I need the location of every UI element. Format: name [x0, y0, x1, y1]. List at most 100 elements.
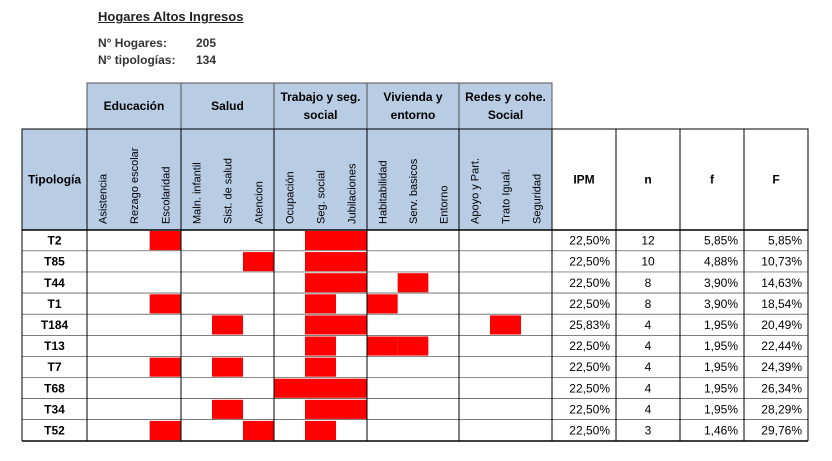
- F-value: 26,34%: [761, 381, 802, 395]
- f-value: 1,95%: [704, 402, 738, 416]
- typologies-count: N° tipologías: 134: [98, 53, 216, 67]
- table-row: [22, 419, 808, 441]
- deprivation-mark: [212, 399, 243, 419]
- deprivation-mark: [336, 315, 367, 335]
- n-value: 4: [645, 402, 652, 416]
- indicator-label: Serv. basicos: [408, 158, 420, 224]
- F-value: 5,85%: [768, 234, 802, 248]
- deprivation-mark: [490, 315, 521, 335]
- sub-header-cell: [366, 128, 460, 231]
- f-value: 1,46%: [704, 423, 738, 437]
- page-title: Hogares Altos Ingresos: [98, 9, 244, 24]
- table-row: [22, 251, 808, 273]
- n-value: 4: [645, 318, 652, 332]
- deprivation-mark: [305, 315, 336, 335]
- ipm-value: 22,50%: [569, 423, 610, 437]
- F-value: 24,39%: [761, 360, 802, 374]
- deprivation-mark: [336, 231, 367, 251]
- row-label: T44: [44, 276, 65, 290]
- ipm-value: 22,50%: [569, 360, 610, 374]
- deprivation-mark: [305, 420, 336, 440]
- row-label: T1: [47, 297, 61, 311]
- F-value: 14,63%: [761, 276, 802, 290]
- indicator-label: Ocupación: [285, 171, 297, 224]
- stat-header-label: f: [710, 173, 715, 187]
- group-header-cell: [458, 82, 553, 130]
- f-value: 1,95%: [704, 381, 738, 395]
- n-value: 8: [645, 297, 652, 311]
- group-header-label: Salud: [211, 99, 244, 113]
- group-header-label: Vivienda y: [383, 90, 442, 104]
- indicator-label: Escolaridad: [160, 167, 172, 224]
- ipm-value: 22,50%: [569, 234, 610, 248]
- deprivation-mark: [305, 357, 336, 377]
- F-value: 28,29%: [761, 402, 802, 416]
- F-value: 29,76%: [761, 423, 802, 437]
- F-value: 18,54%: [761, 297, 802, 311]
- group-header-label: Educación: [104, 99, 165, 113]
- stat-header-label: F: [772, 173, 779, 187]
- row-label: T68: [44, 381, 65, 395]
- group-header-cell: [273, 82, 368, 130]
- households-label: N° Hogares:: [98, 36, 167, 50]
- indicator-label: Apoyo y Part.: [470, 158, 482, 224]
- indicator-label: Seguridad: [532, 174, 544, 224]
- sub-header-cell: [180, 128, 275, 231]
- group-header-label: social: [303, 108, 337, 122]
- row-label: T34: [44, 402, 65, 416]
- group-header-label: Trabajo y seg.: [280, 90, 360, 104]
- sub-header-cell: [273, 128, 368, 231]
- deprivation-mark: [305, 231, 336, 251]
- deprivation-mark: [336, 378, 367, 398]
- table-row: [22, 356, 808, 378]
- deprivation-mark: [149, 294, 181, 314]
- f-value: 4,88%: [704, 255, 738, 269]
- indicator-label: Sist. de salud: [223, 158, 235, 224]
- deprivation-mark: [305, 294, 336, 314]
- deprivation-mark: [367, 294, 398, 314]
- deprivation-mark: [243, 252, 274, 272]
- table-row: [22, 377, 808, 399]
- indicator-label: Atencion: [254, 181, 266, 224]
- group-header-label: entorno: [391, 108, 436, 122]
- deprivation-mark: [397, 273, 429, 293]
- typologies-label: N° tipologías:: [98, 53, 176, 67]
- group-header-cell: [180, 82, 275, 130]
- ipm-value: 25,83%: [569, 318, 610, 332]
- n-value: 12: [641, 234, 655, 248]
- row-label: T184: [41, 318, 69, 332]
- f-value: 1,95%: [704, 339, 738, 353]
- deprivation-mark: [305, 273, 336, 293]
- indicator-label: Entorno: [439, 185, 451, 224]
- indicator-label: Rezago escolar: [129, 147, 141, 224]
- f-value: 5,85%: [704, 234, 738, 248]
- n-value: 3: [645, 423, 652, 437]
- n-value: 10: [641, 255, 655, 269]
- deprivation-mark: [243, 420, 274, 440]
- ipm-value: 22,50%: [569, 339, 610, 353]
- deprivation-mark: [149, 357, 181, 377]
- deprivation-mark: [367, 336, 398, 356]
- table-row: [22, 314, 808, 336]
- n-value: 8: [645, 276, 652, 290]
- deprivation-mark: [305, 252, 336, 272]
- row-label: T2: [47, 234, 61, 248]
- deprivation-mark: [149, 231, 181, 251]
- table-row: [22, 293, 808, 315]
- stat-header-label: n: [644, 173, 651, 187]
- deprivation-mark: [305, 378, 336, 398]
- f-value: 1,95%: [704, 360, 738, 374]
- deprivation-mark: [336, 273, 367, 293]
- indicator-label: Maln. infantil: [192, 162, 204, 224]
- stat-header-label: IPM: [573, 173, 594, 187]
- deprivation-mark: [305, 399, 336, 419]
- row-label: T13: [44, 339, 65, 353]
- F-value: 20,49%: [761, 318, 802, 332]
- n-value: 4: [645, 339, 652, 353]
- n-value: 4: [645, 360, 652, 374]
- indicator-label: Seg. social: [316, 170, 328, 224]
- f-value: 1,95%: [704, 318, 738, 332]
- F-value: 10,73%: [761, 255, 802, 269]
- F-value: 22,44%: [761, 339, 802, 353]
